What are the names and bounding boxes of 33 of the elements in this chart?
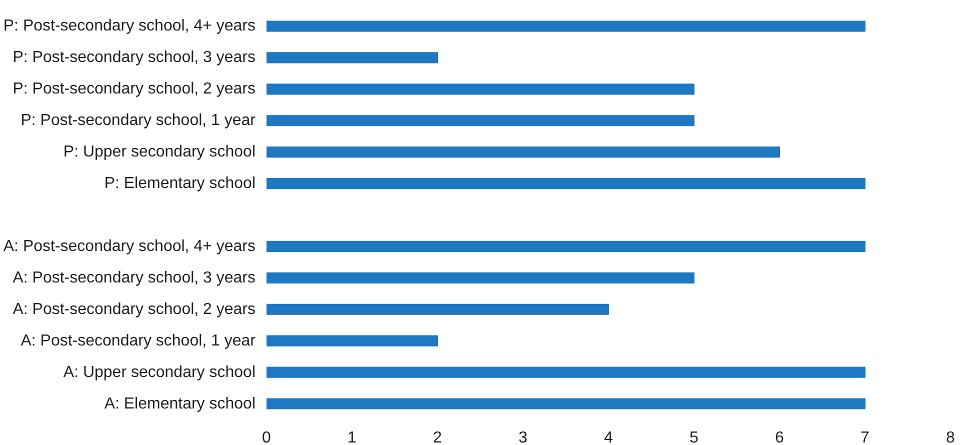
bar bbox=[266, 304, 609, 315]
y-tick-label: A: Elementary school bbox=[104, 395, 256, 412]
bar bbox=[266, 178, 866, 190]
bar bbox=[266, 52, 438, 64]
y-tick-label: P: Elementary school bbox=[104, 175, 256, 192]
y-tick-label: P: Post-secondary school, 3 years bbox=[12, 49, 256, 66]
bar bbox=[266, 115, 694, 126]
x-tick-label: 6 bbox=[775, 430, 784, 445]
y-tick-label: A: Post-secondary school, 2 years bbox=[12, 300, 256, 318]
bar bbox=[266, 146, 780, 158]
y-tick-label: P: Post-secondary school, 4+ years bbox=[3, 18, 256, 35]
bar bbox=[266, 398, 866, 410]
x-tick-label: 7 bbox=[860, 430, 870, 445]
bar bbox=[266, 335, 438, 346]
x-tick-label: 2 bbox=[433, 430, 442, 445]
x-tick-label: 3 bbox=[518, 430, 528, 445]
x-tick-label: 1 bbox=[348, 430, 357, 445]
y-tick-label: A: Post-secondary school, 4+ years bbox=[3, 238, 256, 255]
y-tick-label: A: Post-secondary school, 1 year bbox=[20, 332, 256, 350]
y-tick-label: A: Upper secondary school bbox=[63, 364, 256, 381]
bar bbox=[266, 272, 694, 284]
x-tick-label: 0 bbox=[262, 430, 272, 445]
x-tick-label: 5 bbox=[690, 430, 699, 445]
x-tick-label: 4 bbox=[604, 430, 614, 445]
bar bbox=[266, 240, 866, 252]
y-tick-label: P: Post-secondary school, 2 years bbox=[12, 80, 256, 98]
bar bbox=[266, 84, 694, 95]
y-tick-label: P: Upper secondary school bbox=[63, 144, 256, 161]
bar bbox=[266, 366, 866, 378]
bar bbox=[266, 20, 866, 32]
y-tick-label: P: Post-secondary school, 1 year bbox=[20, 112, 256, 130]
y-tick-label: A: Post-secondary school, 3 years bbox=[12, 269, 256, 286]
x-tick-label: 8 bbox=[946, 430, 956, 445]
